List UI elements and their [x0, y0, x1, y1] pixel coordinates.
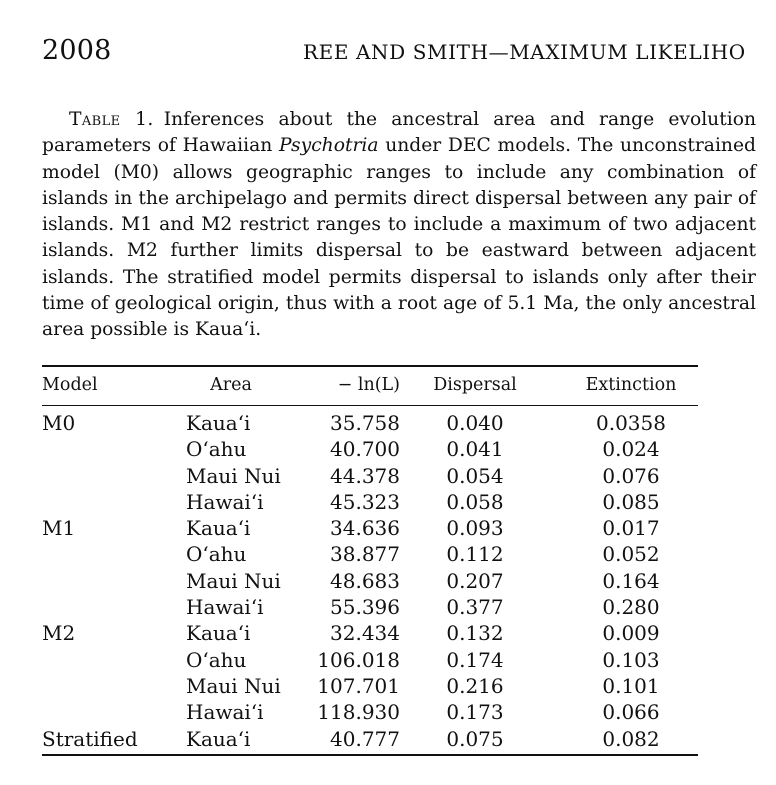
caption-italic-term: Psychotria: [278, 135, 379, 157]
cell-area: Kaua‘i: [186, 726, 251, 751]
cell-neg-lnl: 48.683: [330, 568, 400, 593]
cell-dispersal: 0.174: [446, 647, 504, 672]
cell-extinction: 0.0358: [596, 411, 666, 435]
table-row: M0 Kaua‘i 35.758 0.040 0.0358: [42, 399, 712, 436]
cell-model: M2: [42, 621, 76, 646]
cell-area: O‘ahu: [186, 437, 247, 462]
cell-extinction: 0.017: [602, 516, 660, 541]
cell-area: Kaua‘i: [186, 411, 251, 435]
cell-model: M0: [42, 411, 76, 435]
table-row: Stratified Kaua‘i 40.777 0.075 0.082: [42, 726, 712, 752]
table-row: Hawai‘i 45.323 0.058 0.085: [42, 489, 712, 515]
cell-extinction: 0.066: [602, 700, 660, 725]
column-header-neg-lnl: − ln(L): [337, 375, 400, 395]
cell-area: Kaua‘i: [186, 621, 251, 646]
page-number: 2008: [42, 35, 112, 66]
table-row: Hawai‘i 55.396 0.377 0.280: [42, 594, 712, 620]
column-header-dispersal: Dispersal: [433, 375, 517, 395]
cell-model: [42, 436, 172, 462]
cell-area: O‘ahu: [186, 647, 247, 672]
cell-extinction: 0.280: [602, 595, 660, 620]
cell-extinction: 0.082: [602, 726, 660, 751]
cell-dispersal: 0.173: [446, 700, 504, 725]
cell-dispersal: 0.132: [446, 621, 504, 646]
cell-extinction: 0.052: [602, 542, 660, 567]
running-head: REE AND SMITH—MAXIMUM LIKELIHO: [303, 40, 746, 64]
cell-dispersal: 0.058: [446, 489, 504, 514]
column-header-extinction: Extinction: [585, 375, 677, 395]
table-header-row: Model Area − ln(L) Dispersal Extinction: [42, 371, 712, 399]
table-row: Maui Nui 107.701 0.216 0.101: [42, 673, 712, 699]
cell-extinction: 0.101: [602, 673, 660, 698]
table-top-rule: [42, 365, 698, 367]
results-table: Model Area − ln(L) Dispersal Extinction …: [42, 371, 712, 752]
table-header-rule: [42, 405, 698, 406]
cell-neg-lnl: 40.700: [330, 437, 400, 462]
table-row: M2 Kaua‘i 32.434 0.132 0.009: [42, 620, 712, 646]
cell-extinction: 0.076: [602, 463, 660, 488]
table-row: O‘ahu 106.018 0.174 0.103: [42, 647, 712, 673]
cell-model: [42, 541, 172, 567]
cell-model: [42, 699, 172, 725]
cell-neg-lnl: 55.396: [330, 595, 400, 620]
caption-label: Table 1.: [69, 109, 154, 130]
cell-dispersal: 0.377: [446, 595, 504, 620]
cell-area: Maui Nui: [186, 568, 281, 593]
cell-neg-lnl: 38.877: [330, 542, 400, 567]
cell-neg-lnl: 107.701: [317, 673, 400, 698]
cell-neg-lnl: 118.930: [317, 700, 400, 725]
table-row: Hawai‘i 118.930 0.173 0.066: [42, 699, 712, 725]
cell-neg-lnl: 40.777: [330, 726, 400, 751]
cell-model: [42, 647, 172, 673]
cell-dispersal: 0.093: [446, 516, 504, 541]
cell-extinction: 0.103: [602, 647, 660, 672]
cell-model: [42, 463, 172, 489]
column-header-area: Area: [210, 375, 252, 395]
caption-text-start: Inferences about the ancestral area and …: [42, 109, 756, 157]
cell-area: Hawai‘i: [186, 489, 264, 514]
table-bottom-rule: [42, 754, 698, 756]
cell-dispersal: 0.207: [446, 568, 504, 593]
cell-area: Hawai‘i: [186, 700, 264, 725]
cell-extinction: 0.085: [602, 489, 660, 514]
table-caption: Table 1. Inferences about the ancestral a…: [42, 107, 756, 344]
cell-area: Kaua‘i: [186, 516, 251, 541]
cell-area: Hawai‘i: [186, 595, 264, 620]
cell-model: [42, 673, 172, 699]
cell-model: [42, 594, 172, 620]
table-row: Maui Nui 48.683 0.207 0.164: [42, 568, 712, 594]
cell-area: Maui Nui: [186, 463, 281, 488]
cell-dispersal: 0.075: [446, 726, 504, 751]
cell-neg-lnl: 44.378: [330, 463, 400, 488]
column-header-model: Model: [42, 375, 98, 395]
cell-model: Stratified: [42, 726, 138, 751]
cell-area: O‘ahu: [186, 542, 247, 567]
table-row: O‘ahu 40.700 0.041 0.024: [42, 436, 712, 462]
caption-text-end: under DEC models. The uncon­strained mod…: [42, 135, 756, 341]
cell-neg-lnl: 32.434: [330, 621, 400, 646]
cell-extinction: 0.009: [602, 621, 660, 646]
cell-neg-lnl: 35.758: [330, 411, 400, 435]
table-row: M1 Kaua‘i 34.636 0.093 0.017: [42, 515, 712, 541]
cell-extinction: 0.024: [602, 437, 660, 462]
cell-model: M1: [42, 516, 76, 541]
cell-extinction: 0.164: [602, 568, 660, 593]
cell-neg-lnl: 34.636: [330, 516, 400, 541]
cell-dispersal: 0.216: [446, 673, 504, 698]
table-row: Maui Nui 44.378 0.054 0.076: [42, 463, 712, 489]
cell-dispersal: 0.040: [446, 411, 504, 435]
table-body: M0 Kaua‘i 35.758 0.040 0.0358 O‘ahu 40.700 0.04…: [42, 399, 712, 752]
cell-dispersal: 0.112: [446, 542, 504, 567]
cell-model: [42, 568, 172, 594]
cell-dispersal: 0.054: [446, 463, 504, 488]
table-row: O‘ahu 38.877 0.112 0.052: [42, 541, 712, 567]
cell-dispersal: 0.041: [446, 437, 504, 462]
cell-neg-lnl: 45.323: [330, 489, 400, 514]
cell-area: Maui Nui: [186, 673, 281, 698]
cell-model: [42, 489, 172, 515]
cell-neg-lnl: 106.018: [317, 647, 400, 672]
